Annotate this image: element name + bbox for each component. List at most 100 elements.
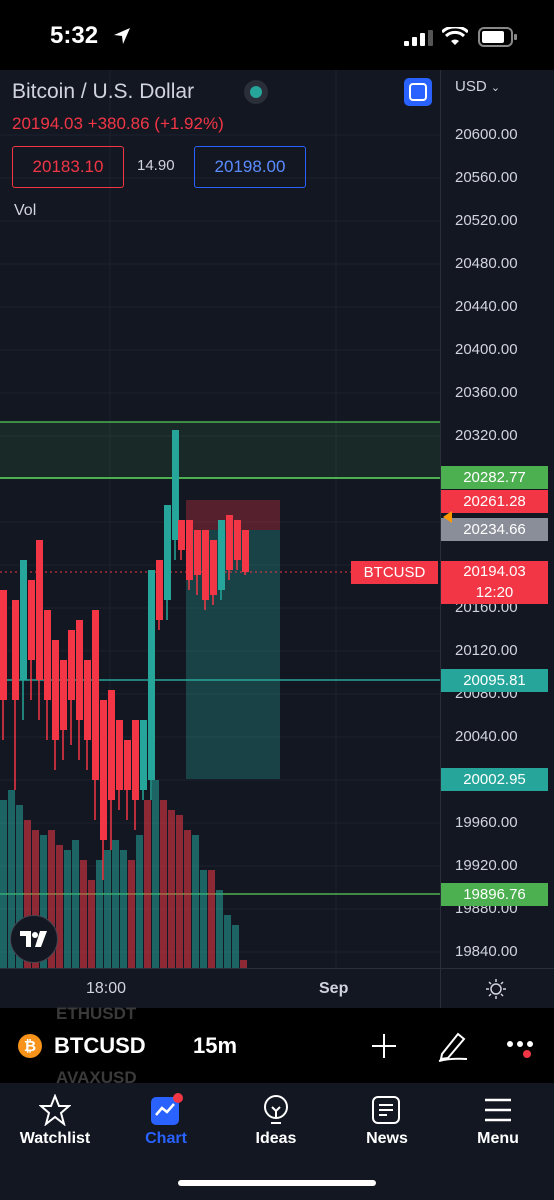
volume-bar (56, 845, 63, 968)
candle (164, 505, 171, 620)
chart-canvas[interactable] (0, 70, 440, 968)
candle (194, 530, 201, 595)
volume-bar (24, 820, 31, 968)
candle (92, 610, 99, 820)
candle (44, 610, 51, 740)
candle (12, 600, 19, 790)
symbol-title[interactable]: Bitcoin / U.S. Dollar (12, 80, 195, 103)
ghost-symbol: AVAXUSD (56, 1068, 137, 1087)
more-icon[interactable] (506, 1034, 534, 1060)
price-change: 20194.03 +380.86 (+1.92%) (12, 114, 224, 134)
hamburger-icon (485, 1098, 511, 1122)
sell-button[interactable]: 20183.10 (12, 146, 124, 188)
volume-bar (152, 780, 159, 968)
candle (100, 700, 107, 880)
newspaper-icon (372, 1096, 400, 1124)
spread-value: 14.90 (137, 157, 175, 174)
orange-marker-icon (443, 511, 452, 523)
add-icon[interactable] (369, 1031, 399, 1061)
tradingview-logo[interactable] (10, 915, 58, 963)
price-tick: 19960.00 (455, 814, 518, 831)
candle (0, 590, 7, 740)
candle (140, 720, 147, 800)
volume-bar (40, 835, 47, 968)
last-price: 20194.03 (12, 114, 83, 133)
volume-bar (80, 860, 87, 968)
volume-bar (72, 840, 79, 968)
nav-watchlist[interactable]: Watchlist (0, 1090, 110, 1148)
time-axis[interactable] (0, 968, 554, 1009)
candle (234, 520, 241, 570)
volume-bar (192, 835, 199, 968)
price-tick: 20560.00 (455, 169, 518, 186)
candle (172, 430, 179, 560)
volume-bar (32, 830, 39, 968)
price-tick: 20520.00 (455, 212, 518, 229)
price-tick: 20480.00 (455, 255, 518, 272)
candle (124, 740, 131, 820)
volume-bar (184, 830, 191, 968)
candle (116, 720, 123, 810)
nav-label: News (366, 1130, 408, 1147)
nav-label: Chart (145, 1130, 187, 1147)
volume-bars (0, 780, 247, 968)
volume-bar (240, 960, 247, 968)
volume-bar (0, 800, 7, 968)
nav-label: Watchlist (19, 1130, 91, 1147)
volume-bar (104, 850, 111, 968)
volume-bar (176, 815, 183, 968)
candle (108, 690, 115, 850)
price-tick: 20120.00 (455, 642, 518, 659)
nav-label: Ideas (255, 1130, 297, 1147)
volume-bar (224, 915, 231, 968)
volume-bar (136, 835, 143, 968)
fullscreen-button[interactable] (404, 78, 432, 106)
resistance-zone (0, 422, 440, 478)
nav-ideas[interactable]: Ideas (221, 1090, 331, 1148)
candle (242, 530, 249, 575)
price-tick: 20400.00 (455, 341, 518, 358)
settings-sun-icon[interactable] (485, 978, 507, 1000)
wifi-icon (442, 27, 468, 45)
candle (60, 660, 67, 760)
candle (52, 640, 59, 770)
time-tick: Sep (319, 980, 349, 997)
bottom-toolbar (0, 1008, 554, 1083)
nav-menu[interactable]: Menu (443, 1090, 553, 1148)
price-level-label: 20002.95 (441, 768, 548, 791)
current-price-value: 20194.03 (463, 563, 526, 580)
home-indicator (178, 1180, 376, 1186)
candle (202, 530, 209, 610)
price-tick: 19840.00 (455, 943, 518, 960)
currency-selector[interactable]: USD ⌄ (455, 78, 500, 95)
price-level-label: 20282.77 (441, 466, 548, 489)
chevron-down-icon: ⌄ (490, 82, 501, 94)
buy-button[interactable]: 20198.00 (194, 146, 306, 188)
nav-news[interactable]: News (332, 1090, 442, 1148)
volume-label: Vol (14, 202, 37, 219)
tradingview-logo-icon (20, 931, 47, 947)
interval-selector[interactable]: 15m (193, 1033, 238, 1058)
candle (68, 630, 75, 745)
candle (226, 515, 233, 580)
nav-label: Menu (477, 1130, 519, 1147)
candle-countdown: 12:20 (475, 584, 514, 601)
volume-bar (168, 810, 175, 968)
currency-label: USD (455, 78, 487, 95)
fullscreen-icon (409, 83, 427, 101)
nav-chart[interactable]: Chart (111, 1090, 221, 1148)
candle (178, 520, 185, 560)
price-tick: 20600.00 (455, 126, 518, 143)
candle (218, 520, 225, 600)
price-tick: 20320.00 (455, 427, 518, 444)
drawing-pen-icon[interactable] (436, 1028, 470, 1062)
volume-bar (144, 800, 151, 968)
candle (156, 560, 163, 630)
volume-bar (16, 805, 23, 968)
symbol-selector[interactable]: BTCUSD (54, 1033, 146, 1058)
lightbulb-icon (264, 1095, 288, 1124)
price-tick: 20360.00 (455, 384, 518, 401)
volume-bar (160, 800, 167, 968)
location-arrow-icon (114, 28, 130, 44)
volume-bar (8, 790, 15, 968)
